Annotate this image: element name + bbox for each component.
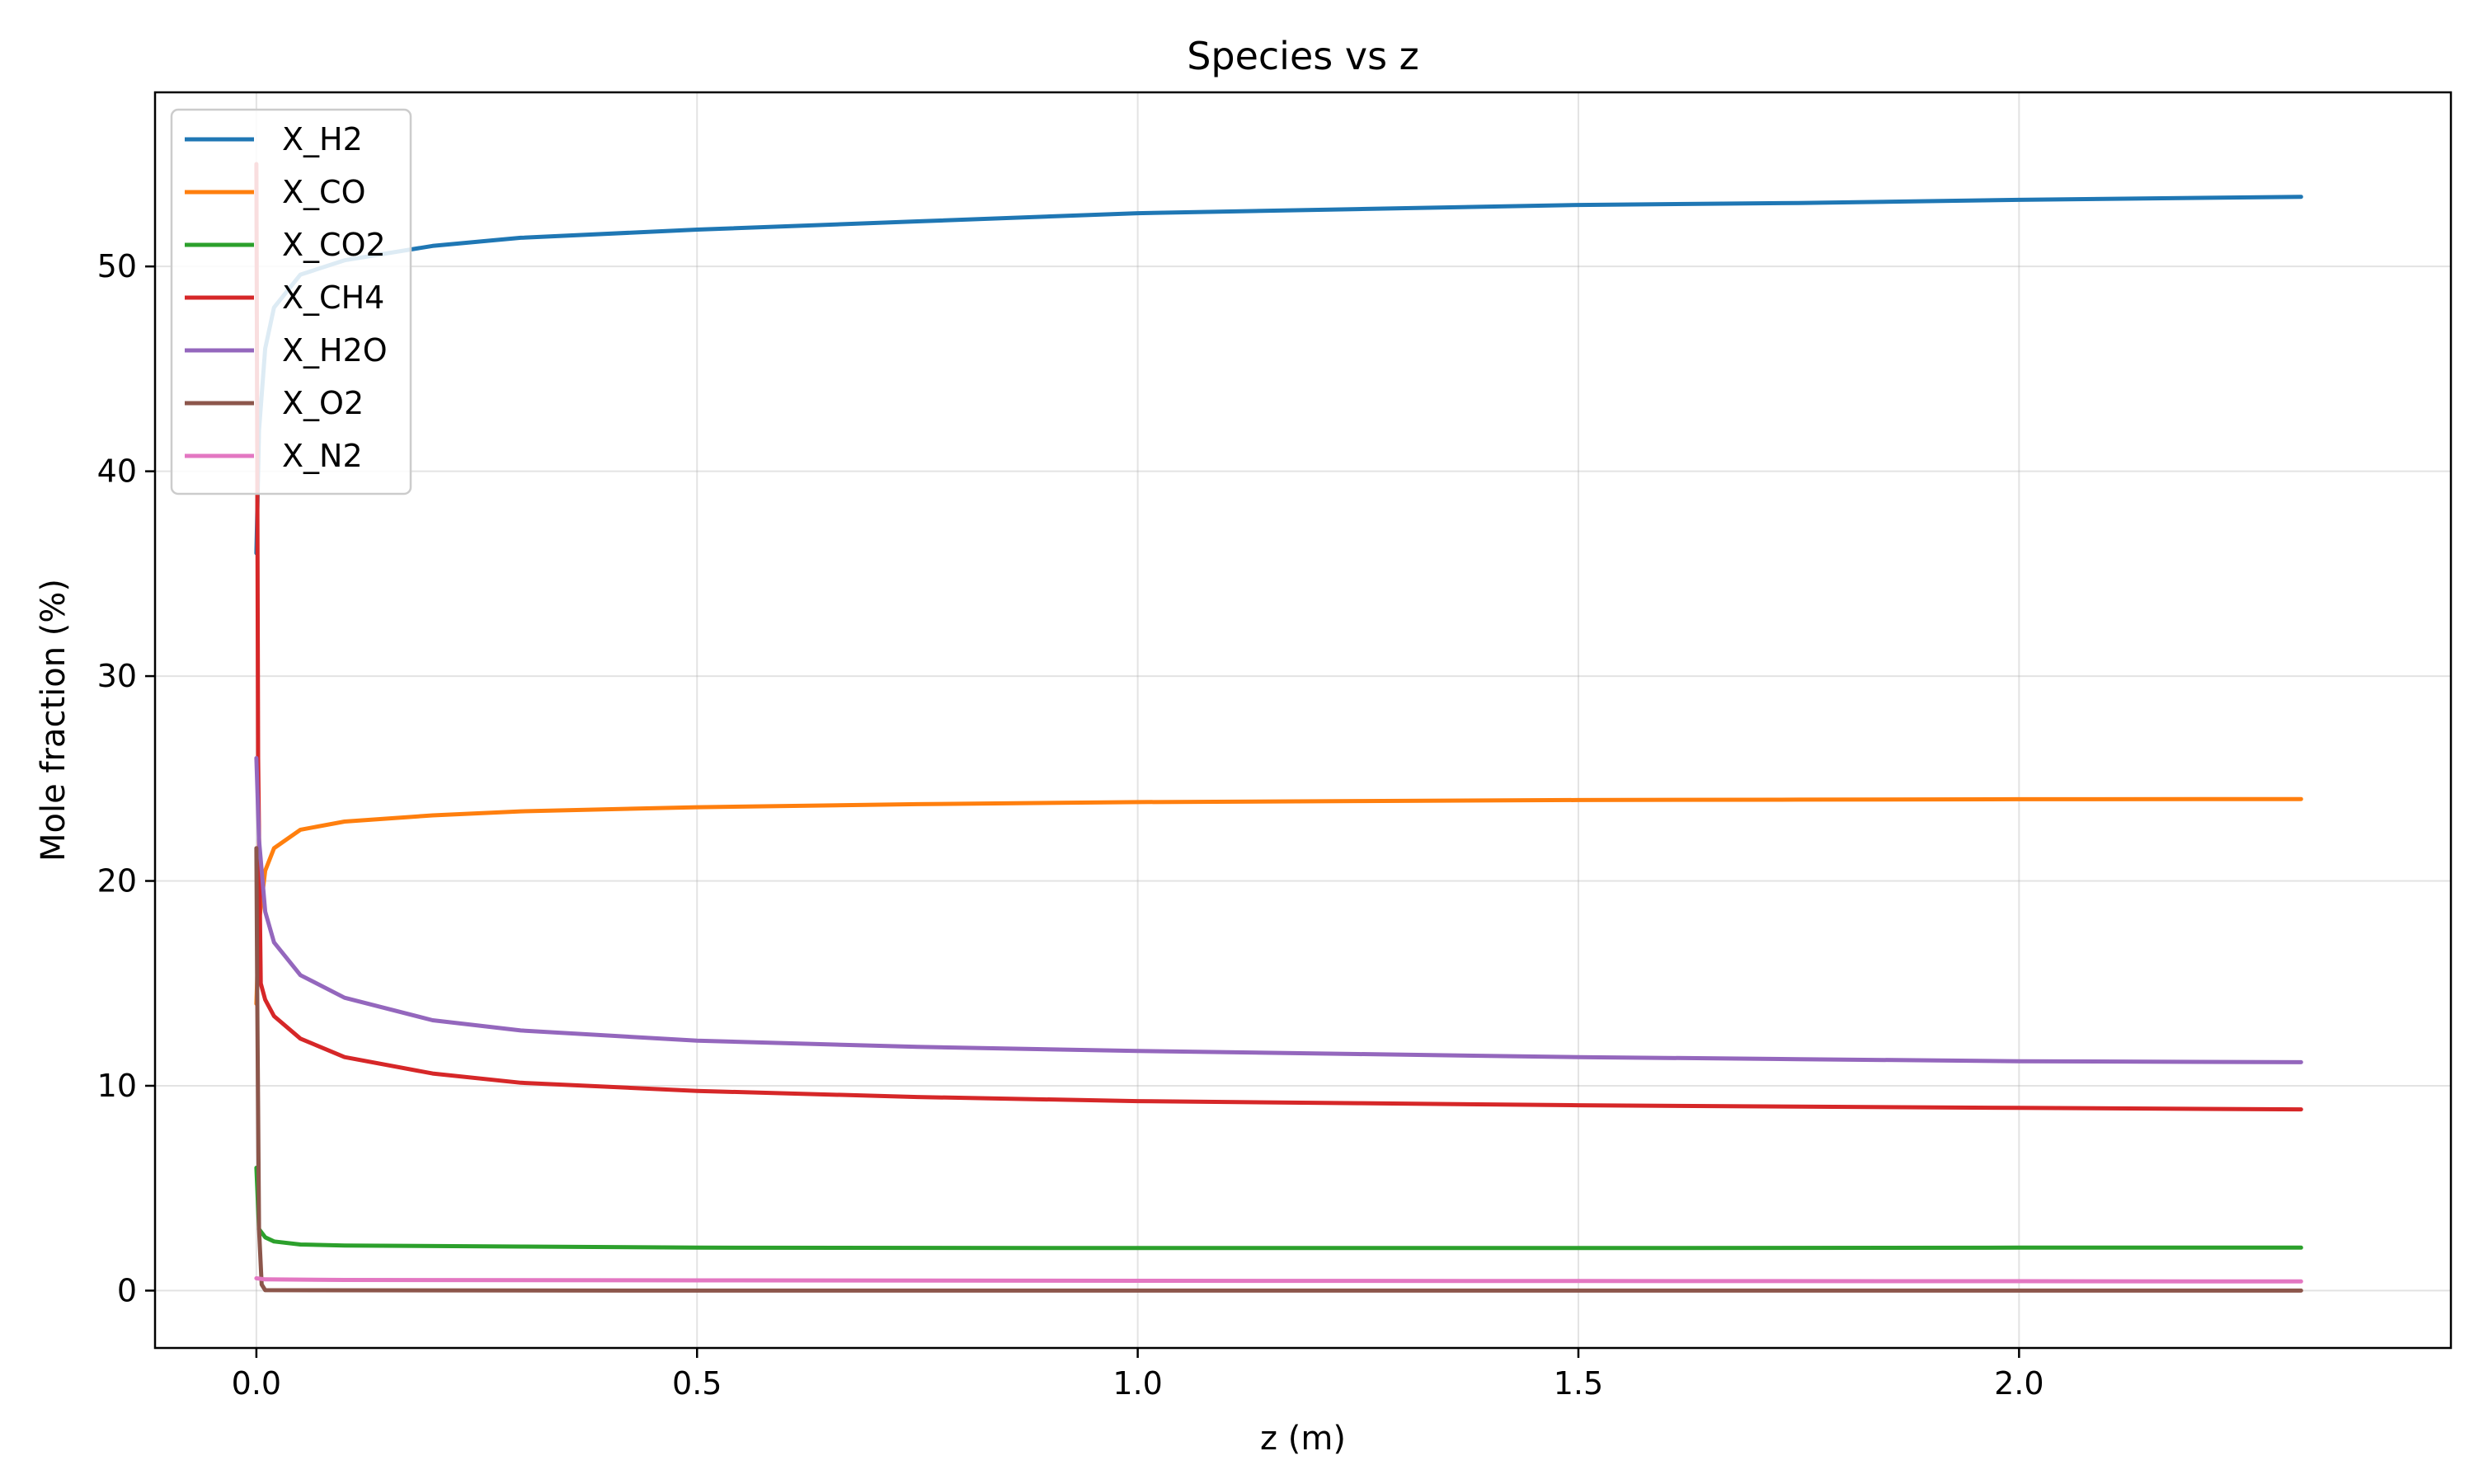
y-axis-label: Mole fraction (%) <box>35 579 73 862</box>
y-tick-label: 40 <box>97 453 137 490</box>
x-tick-label: 0.5 <box>672 1365 722 1402</box>
y-tick-label: 0 <box>117 1272 137 1308</box>
legend-label: X_H2 <box>282 121 363 157</box>
legend-label: X_O2 <box>282 385 364 421</box>
x-tick-label: 0.0 <box>232 1365 281 1402</box>
series-line-x-n2 <box>254 1276 2303 1284</box>
legend-label: X_H2O <box>282 332 388 369</box>
legend: X_H2 X_CO X_CO2 X_CH4 X_H2O X_O2 X_N2 <box>170 108 412 495</box>
plot-area-frame <box>153 91 2453 1350</box>
series-line-x-o2 <box>254 846 2303 1293</box>
grid <box>155 92 2451 1348</box>
x-tick-label: 1.5 <box>1554 1365 1603 1402</box>
legend-label: X_N2 <box>282 438 363 474</box>
series-line-x-h2o <box>254 756 2303 1064</box>
x-axis-label: z (m) <box>1260 1420 1346 1458</box>
legend-label: X_CH4 <box>282 279 384 316</box>
y-tick-label: 50 <box>97 248 137 284</box>
chart-title: Species vs z <box>1187 34 1419 78</box>
series-line-x-ch4 <box>254 162 2303 1112</box>
y-tick-label: 10 <box>97 1068 137 1104</box>
y-tick-label: 20 <box>97 863 137 899</box>
y-tick-label: 30 <box>97 658 137 694</box>
x-tick-label: 2.0 <box>1994 1365 2044 1402</box>
series-line-x-co <box>254 796 2303 1007</box>
legend-label: X_CO2 <box>282 227 386 263</box>
y-axis-ticks: 0 10 20 30 40 50 <box>97 248 155 1308</box>
series-line-x-co2 <box>254 1165 2303 1251</box>
x-axis-ticks: 0.0 0.5 1.0 1.5 2.0 <box>232 1348 2044 1402</box>
legend-label: X_CO <box>282 174 365 210</box>
plot-series <box>254 162 2303 1293</box>
legend-box <box>170 108 412 495</box>
x-tick-label: 1.0 <box>1112 1365 1162 1402</box>
